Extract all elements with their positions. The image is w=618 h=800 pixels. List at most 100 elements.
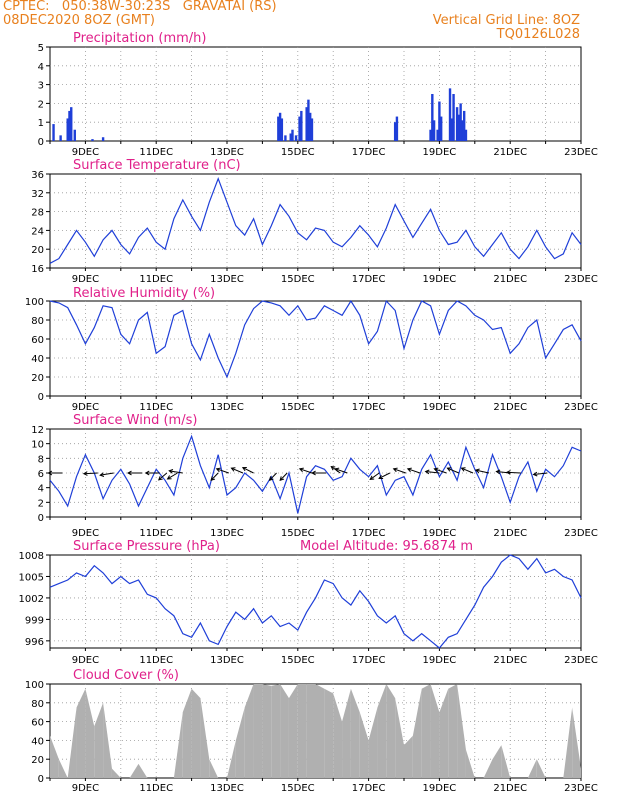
temperature-panel: 16 20 24 28 32 36 9DEC 11DEC 13DEC 15DEC 17DEC 19DE…	[31, 158, 598, 285]
wind-xtick-label: 13DEC	[210, 528, 244, 539]
pressure-xtick-label: 17DEC	[352, 655, 386, 666]
wind-arrow-head	[241, 466, 247, 472]
wind-xtick-label: 23DEC	[564, 528, 598, 539]
cloud-area-segment	[50, 735, 59, 778]
precip-bar	[305, 107, 308, 141]
wind-arrow-head	[433, 467, 439, 473]
cloud-area-segment	[297, 684, 307, 778]
humidity-xtick-label: 19DEC	[423, 402, 457, 413]
temperature-xtick-label: 23DEC	[564, 274, 598, 285]
precip-ytick-label: 2	[38, 99, 44, 110]
pressure-ytick-label: 999	[25, 615, 44, 626]
wind-arrow-shaft	[299, 468, 313, 474]
temperature-xtick-label: 19DEC	[423, 274, 457, 285]
precip-xtick-label: 19DEC	[423, 147, 457, 158]
wind-arrow-shaft	[231, 467, 244, 474]
precip-frame	[49, 46, 582, 142]
cloud-xtick-label: 23DEC	[564, 783, 598, 794]
wind-arrow-head	[168, 469, 174, 474]
cloud-area-segment	[280, 684, 289, 778]
wind-arrow-shaft	[393, 468, 406, 474]
precip-bar	[70, 107, 73, 141]
precip-bar	[280, 118, 284, 141]
cloud-area-segment	[501, 745, 511, 778]
pressure-xtick-label: 21DEC	[493, 655, 527, 666]
precip-bar	[429, 129, 432, 141]
cloud-ytick-label: 80	[31, 699, 44, 710]
cloud-ytick-label: 100	[25, 680, 44, 691]
pressure-xtick-label: 19DEC	[423, 655, 457, 666]
wind-xtick-label: 9DEC	[72, 528, 99, 539]
wind-arrow-shaft	[210, 472, 219, 481]
wind-arrow-shaft	[533, 472, 548, 475]
pressure-series-line	[49, 554, 582, 649]
temperature-ytick-label: 20	[31, 245, 44, 256]
cloud-area-segment	[359, 712, 369, 778]
wind-arrow-shaft	[506, 471, 521, 474]
precip-bar	[464, 129, 468, 141]
wind-arrow-shaft	[100, 472, 114, 476]
cloud-area-segment	[76, 688, 86, 778]
cloud-area-segment	[235, 707, 245, 778]
humidity-xtick-label: 13DEC	[210, 402, 244, 413]
precip-xtick-label: 21DEC	[493, 147, 527, 158]
pressure-xtick-label: 11DEC	[139, 655, 173, 666]
wind-arrow-shaft	[425, 471, 440, 474]
pressure-frame	[49, 554, 582, 649]
cloud-area-segment	[421, 684, 431, 778]
wind-arrow-shaft	[169, 470, 183, 474]
precip-ytick-label: 3	[38, 81, 44, 92]
temperature-xtick-label: 17DEC	[352, 274, 386, 285]
wind-arrow-shaft	[216, 468, 229, 474]
humidity-ytick-label: 0	[38, 392, 44, 403]
cloud-area-segment	[324, 688, 334, 778]
wind-arrow-shaft	[407, 468, 421, 474]
cloud-area-segment	[138, 763, 148, 778]
cloud-panel: 0 20 40 60 80 100 9DEC 11DEC 13DEC 15DEC 17DEC 19DE…	[25, 668, 598, 794]
precip-bar	[52, 124, 55, 141]
precip-bar	[73, 129, 76, 141]
precip-bar	[308, 112, 312, 141]
cloud-area-segment	[288, 684, 298, 778]
precip-bar	[439, 116, 443, 141]
pressure-xtick-label: 13DEC	[210, 655, 244, 666]
header-grid-line: Vertical Grid Line: 8OZ	[432, 13, 580, 28]
precip-bar	[393, 122, 397, 141]
pressure-xtick-label: 9DEC	[72, 655, 99, 666]
precip-bar	[291, 129, 294, 141]
wind-arrow-head	[279, 476, 285, 482]
wind-xtick-label: 21DEC	[493, 528, 527, 539]
wind-arrow-shaft	[167, 472, 178, 480]
wind-arrow-head	[474, 468, 480, 474]
wind-arrow-shaft	[434, 468, 447, 474]
wind-arrow-shaft	[242, 467, 254, 474]
wind-arrow-shaft	[269, 472, 277, 481]
cloud-area-segment	[465, 749, 475, 778]
wind-ytick-label: 0	[38, 513, 44, 524]
pressure-xtick-label: 15DEC	[281, 655, 315, 666]
wind-ytick-label: 6	[38, 469, 44, 480]
humidity-xtick-label: 11DEC	[139, 402, 173, 413]
humidity-xtick-label: 17DEC	[352, 402, 386, 413]
cloud-area-segment	[439, 688, 449, 778]
cloud-area-segment	[67, 707, 77, 778]
humidity-xtick-label: 23DEC	[564, 402, 598, 413]
wind-arrow-shaft	[369, 472, 380, 480]
pressure-title: Surface Pressure (hPa)	[73, 539, 220, 554]
header-station: CPTEC: 050:38W-30:23S GRAVATAI (RS)	[3, 0, 277, 14]
wind-xtick-label: 11DEC	[139, 528, 173, 539]
precip-bar	[289, 133, 292, 141]
pressure-annotation: Model Altitude: 95.6874 m	[300, 539, 473, 554]
cloud-area-segment	[85, 688, 95, 778]
wind-ytick-label: 8	[38, 454, 44, 465]
cloud-area-segment	[483, 759, 493, 778]
wind-arrow-head	[446, 467, 452, 472]
wind-arrow-head	[330, 465, 336, 471]
precip-panel: 0 1 2 3 4 5 9DEC 11DEC 13DEC 15DEC 17DEC 19DEC 21DEC…	[38, 31, 598, 158]
humidity-ytick-label: 40	[31, 354, 44, 365]
temperature-xtick-label: 9DEC	[72, 274, 99, 285]
wind-arrow-head	[215, 467, 221, 473]
cloud-area-segment	[129, 763, 139, 778]
wind-arrow-head	[495, 469, 501, 475]
wind-arrow-head	[210, 476, 216, 482]
